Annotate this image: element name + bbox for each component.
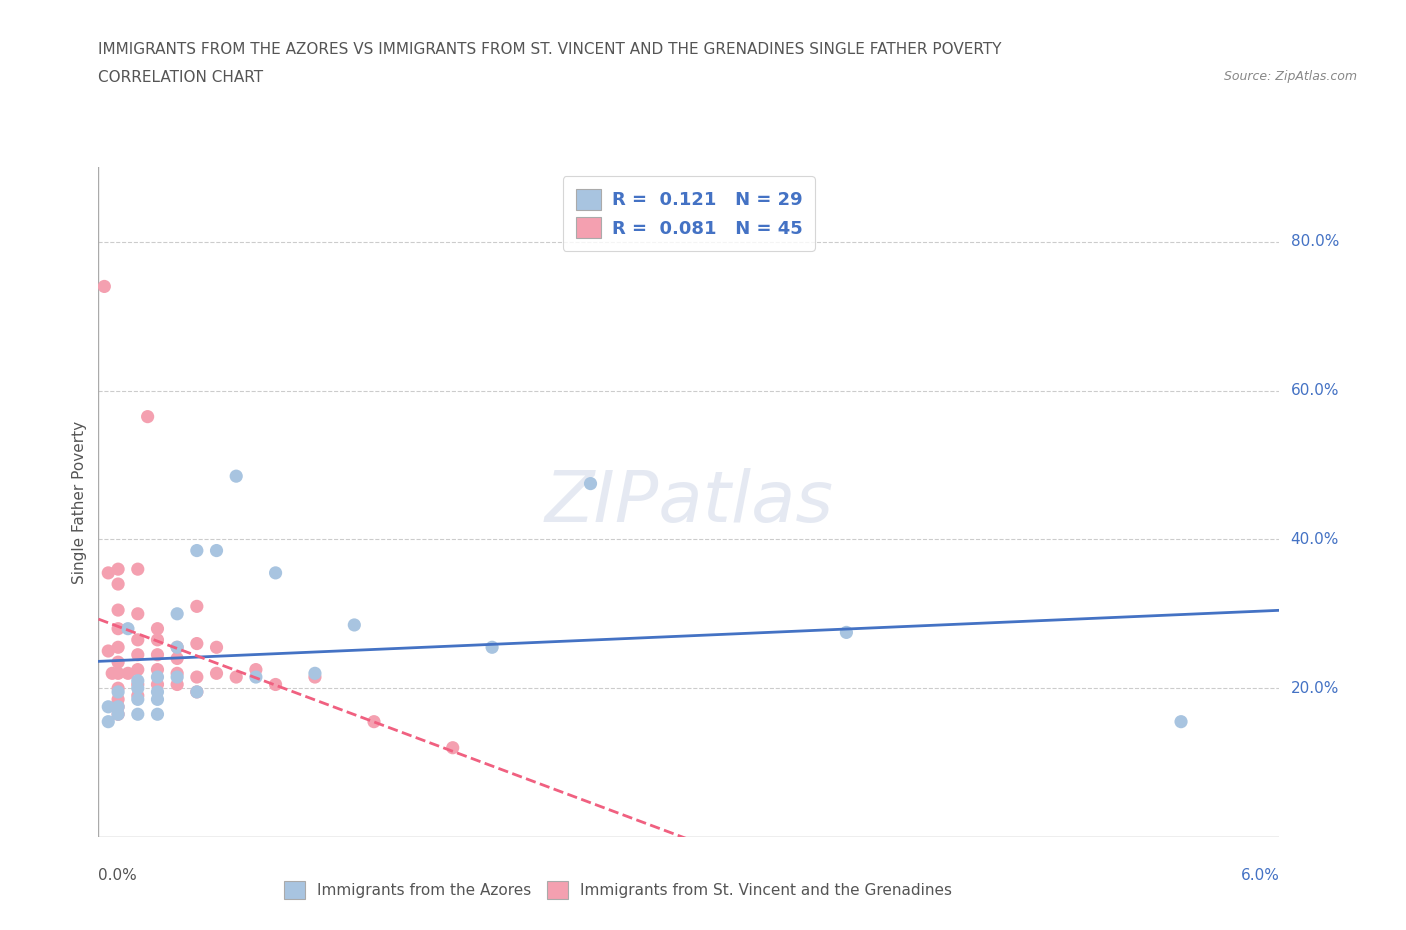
Point: [304, 666, 326, 681]
Point: [97, 714, 120, 729]
Point: [97, 565, 120, 580]
Point: [146, 647, 169, 662]
Point: [117, 621, 139, 636]
Point: [107, 681, 129, 696]
Point: [127, 707, 149, 722]
Point: [166, 670, 188, 684]
Point: [107, 707, 129, 722]
Y-axis label: Single Father Poverty: Single Father Poverty: [72, 420, 87, 584]
Point: [441, 740, 464, 755]
Point: [107, 699, 129, 714]
Point: [186, 670, 208, 684]
Point: [146, 677, 169, 692]
Text: 0.0%: 0.0%: [98, 868, 138, 883]
Point: [146, 707, 169, 722]
Point: [127, 662, 149, 677]
Point: [107, 655, 129, 670]
Point: [117, 666, 139, 681]
Point: [264, 565, 287, 580]
Point: [186, 684, 208, 699]
Point: [166, 666, 188, 681]
Point: [127, 692, 149, 707]
Text: ZIPatlas: ZIPatlas: [544, 468, 834, 537]
Point: [245, 662, 267, 677]
Point: [186, 636, 208, 651]
Text: 20.0%: 20.0%: [1291, 681, 1339, 696]
Point: [127, 632, 149, 647]
Point: [835, 625, 858, 640]
Point: [225, 469, 247, 484]
Text: 6.0%: 6.0%: [1240, 868, 1279, 883]
Point: [146, 684, 169, 699]
Point: [146, 692, 169, 707]
Text: 80.0%: 80.0%: [1291, 234, 1339, 249]
Point: [186, 599, 208, 614]
Point: [481, 640, 503, 655]
Point: [136, 409, 159, 424]
Point: [225, 670, 247, 684]
Point: [107, 640, 129, 655]
Point: [186, 543, 208, 558]
Point: [166, 640, 188, 655]
Point: [363, 714, 385, 729]
Point: [205, 543, 228, 558]
Point: [245, 670, 267, 684]
Point: [107, 684, 129, 699]
Point: [107, 707, 129, 722]
Text: 40.0%: 40.0%: [1291, 532, 1339, 547]
Point: [166, 640, 188, 655]
Point: [1170, 714, 1192, 729]
Point: [166, 677, 188, 692]
Point: [146, 632, 169, 647]
Point: [205, 666, 228, 681]
Point: [107, 577, 129, 591]
Point: [127, 688, 149, 703]
Text: 60.0%: 60.0%: [1291, 383, 1339, 398]
Point: [127, 606, 149, 621]
Point: [97, 699, 120, 714]
Point: [127, 673, 149, 688]
Text: IMMIGRANTS FROM THE AZORES VS IMMIGRANTS FROM ST. VINCENT AND THE GRENADINES SIN: IMMIGRANTS FROM THE AZORES VS IMMIGRANTS…: [98, 42, 1002, 57]
Point: [107, 666, 129, 681]
Point: [579, 476, 602, 491]
Point: [146, 662, 169, 677]
Point: [127, 681, 149, 696]
Point: [107, 699, 129, 714]
Point: [93, 279, 115, 294]
Point: [166, 651, 188, 666]
Text: Source: ZipAtlas.com: Source: ZipAtlas.com: [1223, 70, 1357, 83]
Point: [186, 684, 208, 699]
Point: [107, 621, 129, 636]
Point: [264, 677, 287, 692]
Point: [146, 670, 169, 684]
Point: [107, 562, 129, 577]
Point: [101, 666, 124, 681]
Point: [343, 618, 366, 632]
Point: [107, 603, 129, 618]
Text: CORRELATION CHART: CORRELATION CHART: [98, 70, 263, 85]
Point: [107, 692, 129, 707]
Point: [97, 644, 120, 658]
Point: [146, 621, 169, 636]
Legend: Immigrants from the Azores, Immigrants from St. Vincent and the Grenadines: Immigrants from the Azores, Immigrants f…: [276, 873, 960, 907]
Point: [166, 606, 188, 621]
Point: [304, 670, 326, 684]
Point: [127, 677, 149, 692]
Point: [127, 647, 149, 662]
Point: [205, 640, 228, 655]
Point: [127, 562, 149, 577]
